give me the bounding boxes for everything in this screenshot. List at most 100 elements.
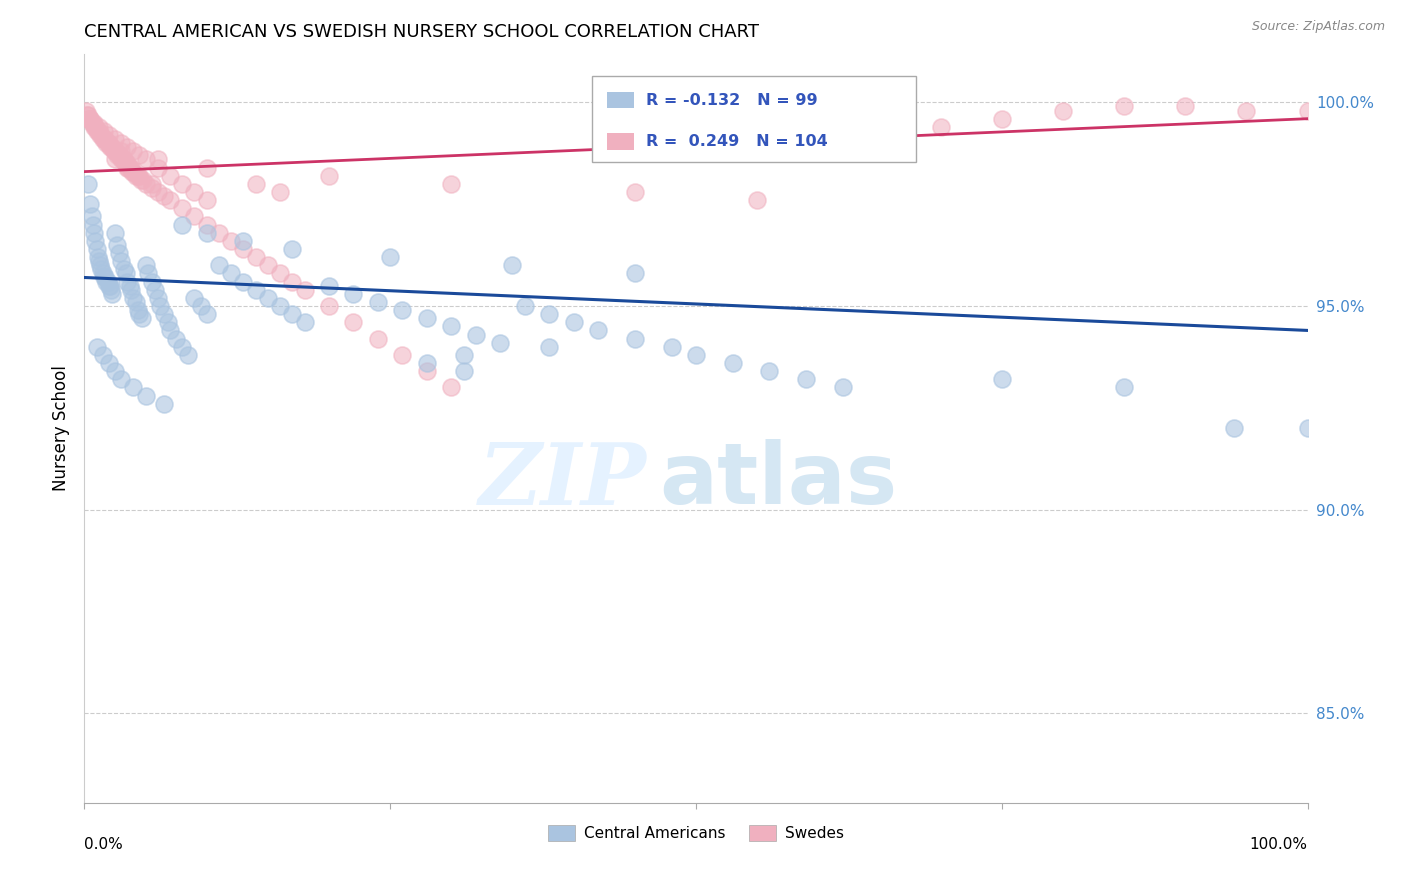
Point [128,169,150,183]
Point [107,246,129,260]
Point [342,315,364,329]
Point [135,258,157,272]
Point [84,234,107,248]
Point [586,323,609,337]
Point [105,238,128,252]
Text: ZIP: ZIP [479,439,647,523]
Point [991,112,1014,126]
Point [87,124,110,138]
Point [159,193,181,207]
Point [172,201,194,215]
Point [87,250,110,264]
Point [97,136,120,150]
Point [208,226,231,240]
Point [794,372,817,386]
Point [86,340,108,354]
Point [115,267,138,281]
Point [153,307,176,321]
Point [190,299,212,313]
Text: Source: ZipAtlas.com: Source: ZipAtlas.com [1251,20,1385,33]
Point [79,112,101,126]
Point [125,169,148,183]
Point [183,291,205,305]
Point [122,291,145,305]
Point [141,177,163,191]
Point [195,218,218,232]
Point [100,140,122,154]
Point [318,278,340,293]
Point [122,380,145,394]
FancyBboxPatch shape [606,92,634,108]
Point [146,153,169,167]
Point [84,120,107,134]
Point [245,250,267,264]
Point [115,275,138,289]
Point [117,161,139,175]
Point [991,372,1014,386]
Point [89,128,111,142]
Point [153,189,176,203]
Point [831,380,853,394]
Point [391,348,413,362]
Point [77,107,100,121]
Point [94,132,117,146]
Point [110,372,132,386]
Point [367,294,389,309]
Point [122,145,145,159]
Point [120,283,142,297]
Y-axis label: Nursery School: Nursery School [52,365,70,491]
Point [146,185,169,199]
Point [416,311,439,326]
Point [132,173,155,187]
Point [208,258,231,272]
Point [141,275,163,289]
Point [108,148,131,162]
Point [159,323,181,337]
Point [807,136,830,150]
Point [104,226,127,240]
Text: R = -0.132   N = 99: R = -0.132 N = 99 [645,93,817,108]
Point [101,286,124,301]
Point [661,340,683,354]
Point [685,348,707,362]
Point [1174,99,1197,113]
Point [318,169,340,183]
Point [245,177,267,191]
Point [115,156,138,170]
Point [90,262,112,277]
Point [758,364,780,378]
Point [115,156,138,170]
Point [115,140,138,154]
Point [269,267,291,281]
Point [172,177,194,191]
Point [136,267,159,281]
Point [110,254,132,268]
Point [111,153,134,167]
Point [87,254,110,268]
Point [416,364,439,378]
Text: atlas: atlas [659,439,897,522]
Text: CENTRAL AMERICAN VS SWEDISH NURSERY SCHOOL CORRELATION CHART: CENTRAL AMERICAN VS SWEDISH NURSERY SCHO… [84,23,759,41]
Point [80,116,103,130]
Text: 0.0%: 0.0% [84,837,124,852]
Point [624,267,647,281]
Point [83,226,105,240]
Point [83,120,105,134]
Point [97,275,120,289]
Point [107,148,129,162]
Point [146,291,169,305]
Point [624,332,647,346]
FancyBboxPatch shape [606,133,634,150]
Point [165,332,187,346]
Point [929,120,952,134]
Point [87,120,110,134]
Point [110,153,132,167]
Point [869,128,891,142]
Point [96,136,118,150]
Point [118,161,141,175]
Point [100,283,122,297]
Point [93,132,115,146]
Point [281,307,304,321]
Point [1296,103,1319,118]
Point [112,262,135,277]
